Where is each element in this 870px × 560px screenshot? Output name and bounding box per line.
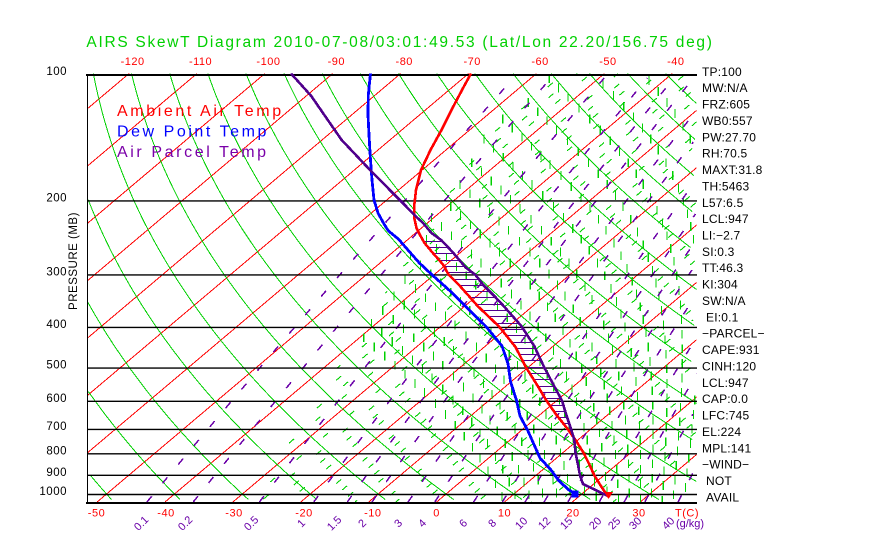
svg-text:FRZ:605: FRZ:605 <box>702 98 750 112</box>
svg-text:1000: 1000 <box>39 486 67 498</box>
svg-text:-60: -60 <box>531 56 548 68</box>
svg-text:LCL:947: LCL:947 <box>702 376 749 390</box>
svg-text:Ambient Air Temp: Ambient Air Temp <box>117 103 284 120</box>
svg-text:400: 400 <box>46 319 67 331</box>
svg-text:CAPE:931: CAPE:931 <box>702 343 760 357</box>
svg-text:-40: -40 <box>157 508 174 520</box>
svg-text:WB0:557: WB0:557 <box>702 114 753 128</box>
svg-text:MPL:141: MPL:141 <box>702 441 752 455</box>
svg-text:300: 300 <box>46 266 67 278</box>
svg-text:-70: -70 <box>463 56 480 68</box>
svg-text:-120: -120 <box>121 56 145 68</box>
svg-text:-20: -20 <box>295 508 312 520</box>
svg-text:LFC:745: LFC:745 <box>702 409 750 423</box>
svg-text:Dew Point Temp: Dew Point Temp <box>117 124 269 141</box>
svg-text:NOT: NOT <box>706 474 732 488</box>
svg-text:100: 100 <box>46 66 67 78</box>
svg-text:LCL:947: LCL:947 <box>702 212 749 226</box>
svg-text:600: 600 <box>46 393 67 405</box>
svg-text:-30: -30 <box>225 508 242 520</box>
svg-text:L57:6.5: L57:6.5 <box>702 196 744 210</box>
svg-text:TT:46.3: TT:46.3 <box>702 261 744 275</box>
svg-text:KI:304: KI:304 <box>702 278 738 292</box>
svg-text:TP:100: TP:100 <box>702 65 742 79</box>
svg-text:(g/kg): (g/kg) <box>676 518 704 530</box>
svg-text:-50: -50 <box>599 56 616 68</box>
svg-text:LI:−2.7: LI:−2.7 <box>702 229 741 243</box>
svg-text:AVAIL: AVAIL <box>706 490 739 504</box>
svg-text:Air Parcel Temp: Air Parcel Temp <box>117 144 269 161</box>
svg-text:-90: -90 <box>328 56 345 68</box>
svg-text:MW:N/A: MW:N/A <box>702 81 748 95</box>
svg-text:30: 30 <box>632 508 645 520</box>
svg-text:CINH:120: CINH:120 <box>702 359 756 373</box>
svg-text:EL:224: EL:224 <box>702 425 741 439</box>
svg-text:MAXT:31.8: MAXT:31.8 <box>702 163 763 177</box>
svg-text:PRESSURE (MB): PRESSURE (MB) <box>68 212 80 310</box>
svg-text:-50: -50 <box>88 508 105 520</box>
svg-text:800: 800 <box>46 445 67 457</box>
svg-text:20: 20 <box>566 508 579 520</box>
svg-text:0: 0 <box>433 508 440 520</box>
svg-text:RH:70.5: RH:70.5 <box>702 147 748 161</box>
svg-text:TH:5463: TH:5463 <box>702 179 750 193</box>
svg-text:CAP:0.0: CAP:0.0 <box>702 392 748 406</box>
svg-text:10: 10 <box>498 508 511 520</box>
svg-text:500: 500 <box>46 360 67 372</box>
svg-text:PW:27.70: PW:27.70 <box>702 130 756 144</box>
svg-text:-40: -40 <box>667 56 684 68</box>
svg-text:SW:N/A: SW:N/A <box>702 294 746 308</box>
svg-text:700: 700 <box>46 421 67 433</box>
svg-text:EI:0.1: EI:0.1 <box>706 310 739 324</box>
svg-text:-110: -110 <box>189 56 212 68</box>
svg-text:-100: -100 <box>256 56 280 68</box>
svg-text:−PARCEL−: −PARCEL− <box>702 327 765 341</box>
svg-text:-80: -80 <box>396 56 413 68</box>
svg-text:900: 900 <box>46 467 67 479</box>
svg-text:T(C): T(C) <box>675 508 699 520</box>
svg-text:AIRS SkewT Diagram 2010-07-08/: AIRS SkewT Diagram 2010-07-08/03:01:49.5… <box>86 34 713 51</box>
svg-text:-10: -10 <box>364 508 381 520</box>
svg-text:−WIND−: −WIND− <box>702 458 749 472</box>
svg-text:SI:0.3: SI:0.3 <box>702 245 735 259</box>
svg-text:200: 200 <box>46 192 67 204</box>
